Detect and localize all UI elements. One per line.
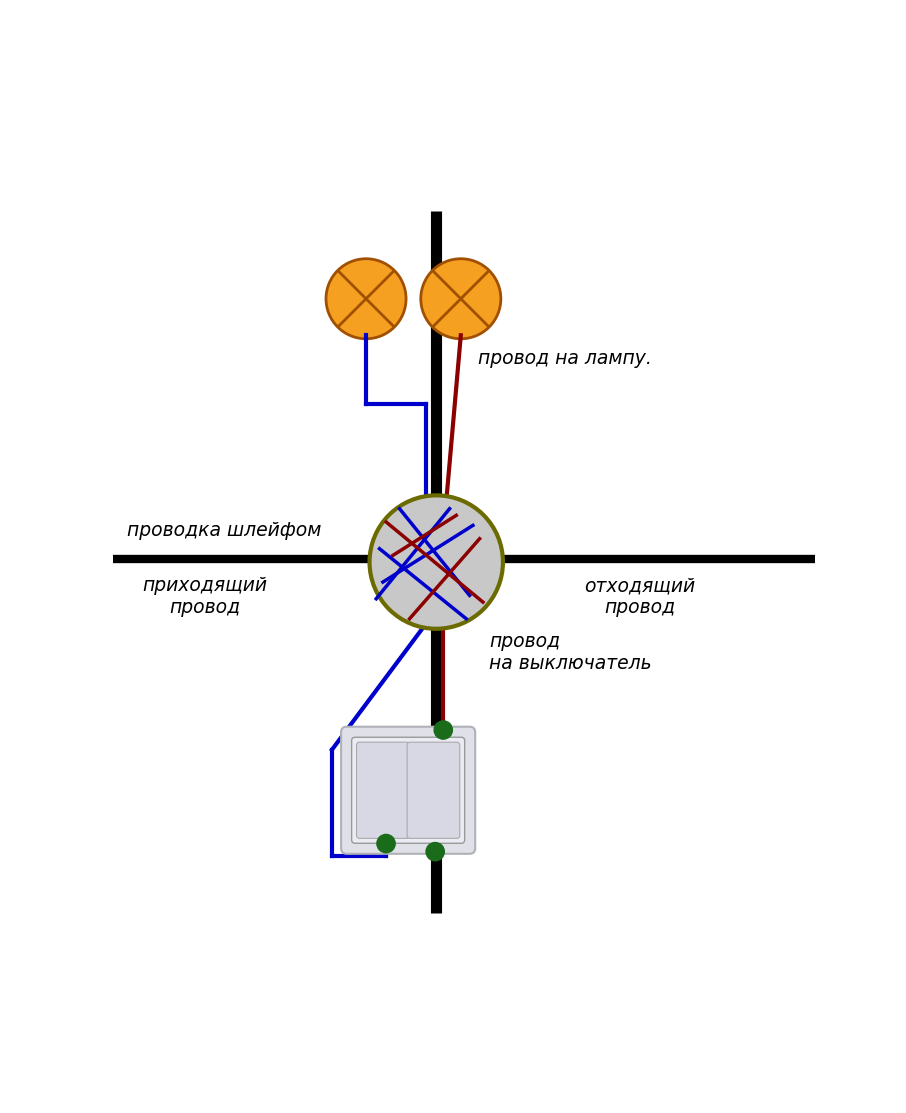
- Text: провод на лампу.: провод на лампу.: [478, 349, 652, 368]
- Text: проводка шлейфом: проводка шлейфом: [127, 521, 322, 540]
- Circle shape: [426, 843, 444, 860]
- Text: провод
на выключатель: провод на выключатель: [489, 632, 651, 673]
- Circle shape: [370, 495, 503, 629]
- Text: приходящий
провод: приходящий провод: [142, 577, 267, 617]
- Circle shape: [434, 721, 452, 739]
- FancyBboxPatch shape: [341, 727, 476, 854]
- Circle shape: [326, 258, 406, 338]
- Text: отходящий
провод: отходящий провод: [584, 577, 696, 617]
- Circle shape: [377, 835, 395, 853]
- FancyBboxPatch shape: [407, 742, 459, 838]
- Circle shape: [420, 258, 501, 338]
- FancyBboxPatch shape: [352, 737, 465, 844]
- FancyBboxPatch shape: [357, 742, 410, 838]
